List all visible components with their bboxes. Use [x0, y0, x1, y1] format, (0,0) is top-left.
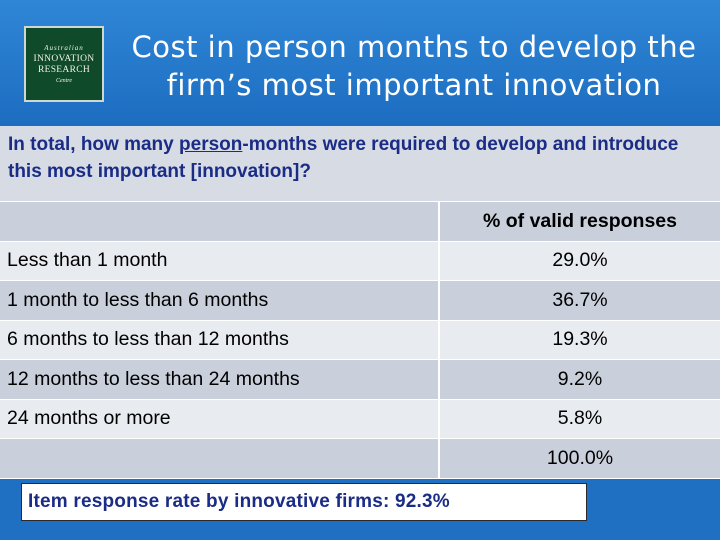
title-line-2: firm’s most important innovation: [166, 68, 662, 102]
results-table: In total, how many person-months were re…: [0, 126, 720, 479]
slide-header: Australian INNOVATION RESEARCH Centre Co…: [0, 0, 720, 130]
column-header: % of valid responses: [438, 202, 720, 241]
row-label: 24 months or more: [7, 407, 171, 430]
row-value: 5.8%: [438, 399, 720, 438]
title-line-1: Cost in person months to develop the: [131, 30, 697, 64]
row-label: 1 month to less than 6 months: [7, 288, 269, 311]
table-total-row: 100.0%: [0, 439, 720, 479]
logo-line-4: Centre: [55, 78, 73, 84]
question-text-2: -months were required to develop and int…: [8, 134, 679, 182]
row-label: 6 months to less than 12 months: [7, 328, 289, 351]
row-value: 29.0%: [438, 241, 720, 280]
row-label: Less than 1 month: [7, 249, 168, 272]
slide-title: Cost in person months to develop the fir…: [108, 28, 720, 104]
table-row: 12 months to less than 24 months 9.2%: [0, 360, 720, 400]
row-value: 36.7%: [438, 281, 720, 320]
row-value: 19.3%: [438, 320, 720, 359]
header-cell-empty: [0, 202, 438, 241]
row-value: 9.2%: [438, 360, 720, 399]
table-grid: % of valid responses Less than 1 month 2…: [0, 202, 720, 479]
table-row: Less than 1 month 29.0%: [0, 241, 720, 281]
row-label: 12 months to less than 24 months: [7, 367, 300, 390]
table-row: 1 month to less than 6 months 36.7%: [0, 281, 720, 321]
table-row: 6 months to less than 12 months 19.3%: [0, 320, 720, 360]
total-value: 100.0%: [438, 439, 720, 478]
question-underlined-word: person: [179, 134, 243, 155]
response-rate-note: Item response rate by innovative firms: …: [21, 483, 587, 521]
logo-line-1: Australian: [44, 44, 84, 52]
question-text-1: In total, how many: [8, 134, 180, 155]
total-label-empty: [0, 439, 438, 478]
table-row: 24 months or more 5.8%: [0, 399, 720, 439]
survey-question: In total, how many person-months were re…: [0, 126, 720, 201]
logo-line-3: RESEARCH: [37, 65, 91, 75]
airc-logo: Australian INNOVATION RESEARCH Centre: [24, 26, 104, 102]
table-header-row: % of valid responses: [0, 202, 720, 242]
logo-line-2: INNOVATION: [33, 54, 95, 64]
